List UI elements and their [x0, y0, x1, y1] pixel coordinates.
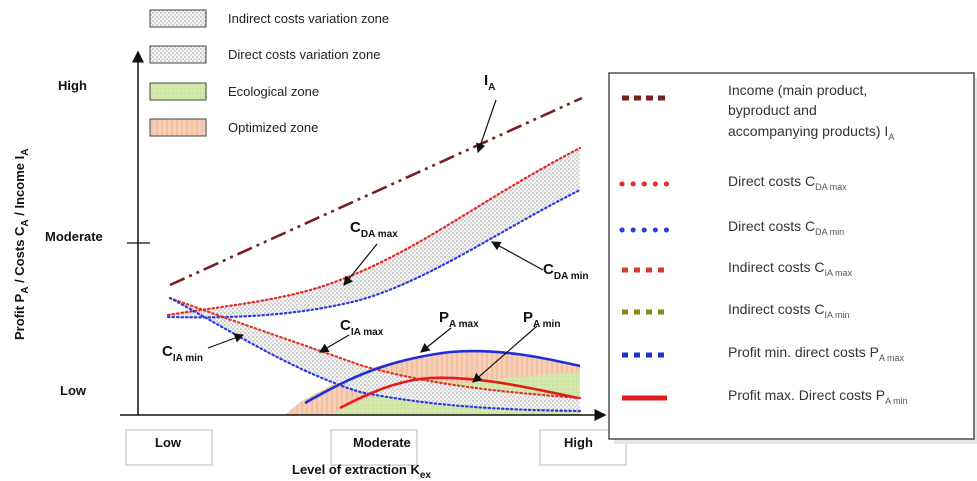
curve-legend: Income (main product, byproduct and acco… [619, 82, 908, 406]
legend-cia-min-label: Indirect costs CIA min [728, 301, 850, 320]
indirect-costs-max-curve [168, 296, 582, 400]
ia-label: IA [484, 72, 495, 93]
optimized-zone-swatch [149, 118, 207, 137]
x-axis-title: Level of extraction Kex [292, 462, 431, 481]
curve-legend-box [608, 72, 975, 440]
legend-cda-max-label: Direct costs CDA max [728, 173, 847, 192]
direct-zone-swatch [149, 45, 207, 64]
income-curve [169, 96, 583, 287]
y-level-high: High [58, 78, 87, 93]
cda-min-label: CDA min [543, 261, 588, 282]
x-level-high: High [564, 435, 593, 450]
x-level-low-box [125, 429, 213, 466]
curve-annotations [207, 99, 544, 383]
indirect-zone-swatch [149, 9, 207, 28]
indirect-costs-min-curve [168, 296, 582, 413]
legend-cia-max-label: Indirect costs CIA max [728, 259, 852, 278]
ecological-zone-label: Ecological zone [228, 84, 319, 99]
legend-pa-max-label: Profit min. direct costs PA max [728, 344, 904, 363]
cia-max-label: CIA max [340, 317, 384, 338]
legend-pa-min-label: Profit max. Direct costs PA min [728, 387, 908, 406]
cda-max-pointer [343, 243, 378, 286]
pa-min-label: PA min [523, 309, 560, 330]
x-level-moderate-box [330, 429, 418, 466]
y-level-moderate: Moderate [45, 229, 103, 244]
y-level-low: Low [60, 383, 87, 398]
zone-legend: Indirect costs variation zone Direct cos… [149, 9, 389, 137]
pa-min-pointer [472, 325, 538, 383]
x-level-moderate: Moderate [353, 435, 411, 450]
ecological-zone-swatch [149, 82, 207, 101]
direct-costs-zone [168, 148, 580, 318]
x-level-low: Low [155, 435, 182, 450]
legend-income-line3: accompanying products) IA [728, 123, 894, 142]
ia-pointer [476, 99, 497, 154]
profit-min-curve [339, 376, 579, 410]
legend-income-line2: byproduct and [728, 102, 817, 118]
legend-income-line1: Income (main product, [728, 82, 867, 98]
cia-max-pointer [318, 334, 350, 353]
cia-min-pointer [207, 333, 245, 349]
pa-max-pointer [420, 327, 452, 353]
profit-max-curve [304, 349, 581, 405]
x-level-high-box [539, 429, 627, 466]
optimized-zone-label: Optimized zone [228, 120, 318, 135]
indirect-zone-label: Indirect costs variation zone [228, 11, 389, 26]
cda-min-pointer [490, 241, 544, 271]
pa-max-label: PA max [439, 309, 479, 330]
cia-min-label: CIA min [162, 343, 203, 364]
y-axis-title: Profit PA / Costs CA / Income IA [12, 149, 31, 340]
direct-zone-label: Direct costs variation zone [228, 47, 380, 62]
legend-cda-min-label: Direct costs CDA min [728, 218, 844, 237]
indirect-costs-zone [170, 298, 580, 411]
cda-max-label: CDA max [350, 219, 398, 240]
